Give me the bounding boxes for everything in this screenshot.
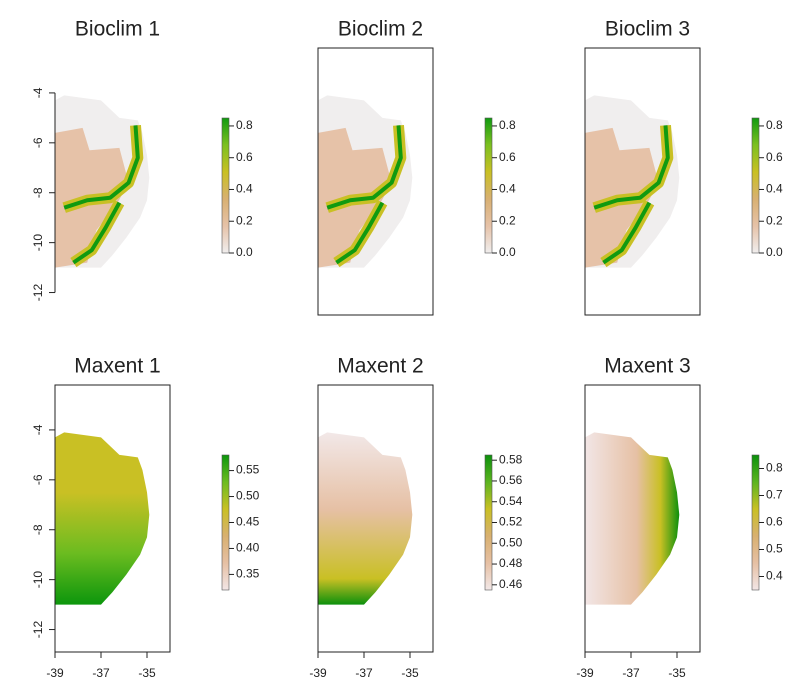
- colorbar: [222, 118, 229, 253]
- map: [318, 95, 412, 267]
- x-tick-label: -37: [92, 666, 110, 680]
- y-tick-label: -4: [31, 87, 45, 98]
- colorbar-tick-label: 0.7: [766, 488, 783, 502]
- y-tick-label: -4: [31, 424, 45, 435]
- y-tick-label: -10: [31, 571, 45, 589]
- colorbar-tick-label: 0.8: [499, 118, 516, 132]
- colorbar: [485, 455, 492, 590]
- colorbar-tick-label: 0.6: [499, 150, 516, 164]
- x-tick-label: -35: [668, 666, 686, 680]
- colorbar: [752, 455, 759, 590]
- colorbar-tick-label: 0.4: [766, 182, 783, 196]
- colorbar-tick-label: 0.4: [236, 182, 253, 196]
- panel-title: Bioclim 2: [338, 18, 423, 41]
- colorbar-tick-label: 0.6: [766, 150, 783, 164]
- colorbar-tick-label: 0.8: [766, 461, 783, 475]
- raster-surface: [585, 432, 679, 604]
- y-tick-label: -12: [31, 621, 45, 639]
- colorbar-tick-label: 0.5: [766, 542, 783, 556]
- panel-title: Bioclim 3: [605, 18, 690, 41]
- x-tick-label: -39: [576, 666, 594, 680]
- colorbar-tick-label: 0.40: [236, 541, 260, 555]
- map: [55, 432, 149, 604]
- colorbar: [222, 455, 229, 590]
- y-tick-label: -8: [31, 524, 45, 535]
- map: [585, 95, 679, 267]
- x-tick-label: -37: [355, 666, 373, 680]
- panel-title: Maxent 1: [74, 355, 160, 378]
- x-tick-label: -35: [401, 666, 419, 680]
- x-tick-label: -39: [46, 666, 64, 680]
- colorbar-tick-label: 0.48: [499, 556, 523, 570]
- colorbar-tick-label: 0.52: [499, 515, 523, 529]
- map: [585, 432, 679, 604]
- map: [318, 432, 412, 604]
- colorbar-tick-label: 0.0: [766, 245, 783, 259]
- y-tick-label: -8: [31, 187, 45, 198]
- y-tick-label: -6: [31, 474, 45, 485]
- colorbar: [752, 118, 759, 253]
- colorbar: [485, 118, 492, 253]
- colorbar-tick-label: 0.8: [236, 118, 253, 132]
- colorbar-tick-label: 0.4: [499, 182, 516, 196]
- colorbar-tick-label: 0.46: [499, 577, 523, 591]
- x-tick-label: -35: [138, 666, 156, 680]
- figure: Bioclim 1 -4 -6 -8 -10 -12 0.0 0.2 0.4 0.6 0.8 Bioc…: [0, 0, 807, 691]
- panel-title: Maxent 3: [604, 355, 690, 378]
- colorbar-tick-label: 0.0: [236, 245, 253, 259]
- x-tick-label: -39: [309, 666, 327, 680]
- y-tick-label: -6: [31, 137, 45, 148]
- y-tick-label: -10: [31, 234, 45, 252]
- colorbar-tick-label: 0.54: [499, 494, 523, 508]
- raster-surface: [55, 432, 149, 604]
- colorbar-tick-label: 0.50: [499, 535, 523, 549]
- panel-title: Maxent 2: [337, 355, 423, 378]
- colorbar-tick-label: 0.4: [766, 569, 783, 583]
- panel-title: Bioclim 1: [75, 18, 160, 41]
- colorbar-tick-label: 0.35: [236, 567, 260, 581]
- colorbar-tick-label: 0.6: [236, 150, 253, 164]
- colorbar-tick-label: 0.6: [766, 515, 783, 529]
- x-tick-label: -37: [622, 666, 640, 680]
- colorbar-tick-label: 0.45: [236, 515, 260, 529]
- colorbar-tick-label: 0.2: [499, 213, 516, 227]
- colorbar-tick-label: 0.2: [766, 213, 783, 227]
- colorbar-tick-label: 0.0: [499, 245, 516, 259]
- colorbar-tick-label: 0.8: [766, 118, 783, 132]
- colorbar-tick-label: 0.2: [236, 213, 253, 227]
- colorbar-tick-label: 0.58: [499, 452, 523, 466]
- colorbar-tick-label: 0.50: [236, 489, 260, 503]
- colorbar-tick-label: 0.55: [236, 463, 260, 477]
- map: [55, 95, 149, 267]
- raster-surface: [318, 432, 412, 604]
- colorbar-tick-label: 0.56: [499, 473, 523, 487]
- y-tick-label: -12: [31, 284, 45, 302]
